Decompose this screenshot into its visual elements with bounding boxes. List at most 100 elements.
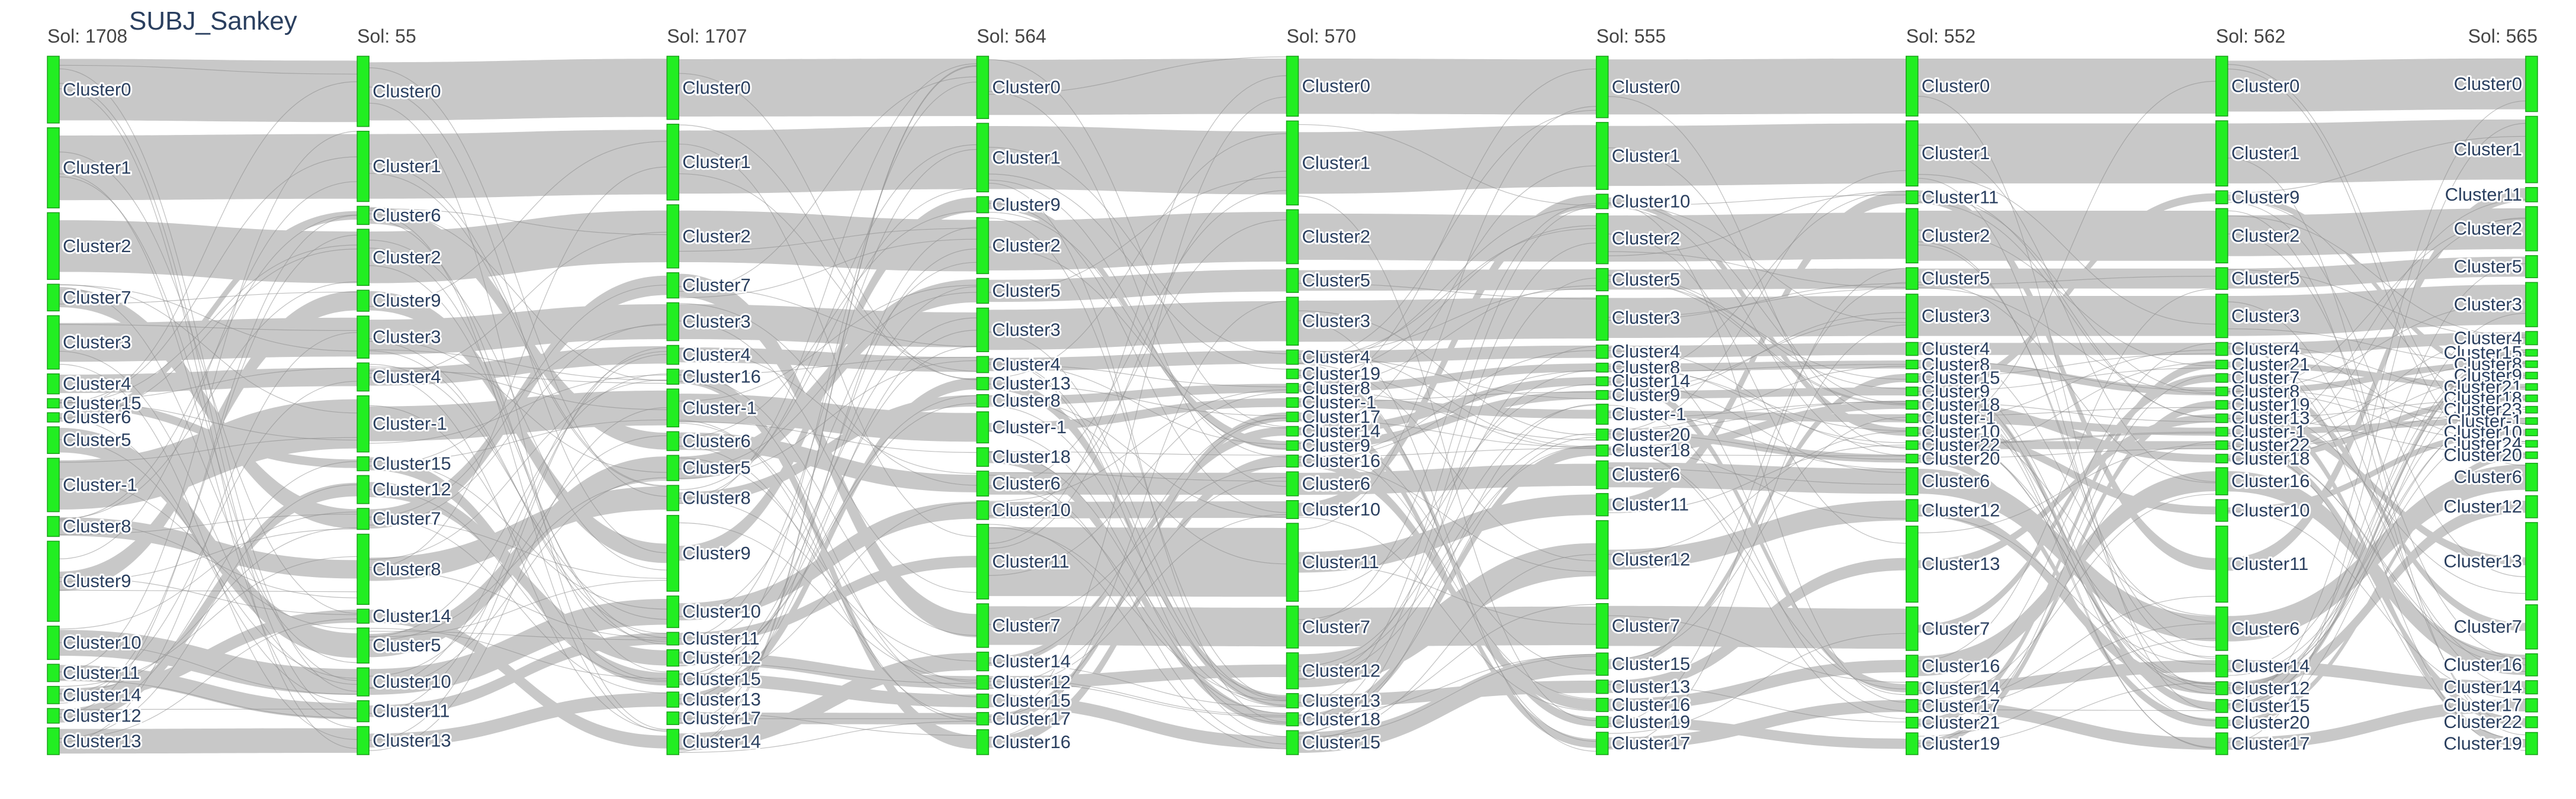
cluster-node-cluster0[interactable] <box>47 56 60 124</box>
cluster-node-cluster5[interactable] <box>47 426 60 455</box>
cluster-node-cluster12[interactable] <box>47 708 60 724</box>
cluster-node-cluster9[interactable] <box>1906 386 1919 397</box>
cluster-node-cluster0[interactable] <box>976 56 990 120</box>
cluster-node-cluster3[interactable] <box>1286 297 1299 346</box>
cluster-node-cluster-1[interactable] <box>2215 427 2228 437</box>
cluster-node-cluster5[interactable] <box>356 627 370 664</box>
cluster-node-cluster24[interactable] <box>2525 440 2538 448</box>
cluster-node-cluster6[interactable] <box>1286 471 1299 497</box>
cluster-node-cluster18[interactable] <box>1595 444 1609 457</box>
cluster-node-cluster8[interactable] <box>47 516 60 537</box>
cluster-node-cluster4[interactable] <box>1286 349 1299 365</box>
cluster-node-cluster5[interactable] <box>1906 267 1919 290</box>
cluster-node-cluster5[interactable] <box>2525 255 2538 279</box>
cluster-node-cluster1[interactable] <box>47 127 60 209</box>
cluster-node-cluster2[interactable] <box>356 228 370 286</box>
cluster-node-cluster9[interactable] <box>2215 190 2228 205</box>
cluster-node-cluster8[interactable] <box>976 394 990 408</box>
cluster-node-cluster19[interactable] <box>2215 400 2228 410</box>
cluster-node-cluster15[interactable] <box>1595 652 1609 676</box>
cluster-node-cluster7[interactable] <box>47 283 60 312</box>
cluster-node-cluster14[interactable] <box>976 652 990 672</box>
cluster-node-cluster3[interactable] <box>47 315 60 370</box>
cluster-node-cluster4[interactable] <box>976 356 990 373</box>
cluster-node-cluster8[interactable] <box>2525 360 2538 368</box>
cluster-node-cluster22[interactable] <box>2525 716 2538 729</box>
cluster-node-cluster10[interactable] <box>976 500 990 520</box>
cluster-node-cluster12[interactable] <box>2525 495 2538 518</box>
cluster-node-cluster17[interactable] <box>666 711 679 726</box>
cluster-node-cluster6[interactable] <box>1595 460 1609 489</box>
cluster-node-cluster-1[interactable] <box>1286 397 1299 408</box>
cluster-node-cluster18[interactable] <box>1906 400 1919 410</box>
cluster-node-cluster4[interactable] <box>666 344 679 365</box>
cluster-node-cluster4[interactable] <box>1595 344 1609 359</box>
cluster-node-cluster16[interactable] <box>976 729 990 755</box>
cluster-node-cluster11[interactable] <box>976 523 990 600</box>
cluster-node-cluster8[interactable] <box>666 485 679 511</box>
cluster-node-cluster12[interactable] <box>666 649 679 667</box>
cluster-node-cluster6[interactable] <box>2525 462 2538 492</box>
cluster-node-cluster0[interactable] <box>356 56 370 127</box>
cluster-node-cluster13[interactable] <box>47 727 60 755</box>
cluster-node-cluster20[interactable] <box>2525 451 2538 459</box>
cluster-node-cluster10[interactable] <box>1595 194 1609 210</box>
cluster-node-cluster1[interactable] <box>2215 120 2228 187</box>
cluster-node-cluster9[interactable] <box>356 289 370 312</box>
cluster-node-cluster1[interactable] <box>976 123 990 192</box>
cluster-node-cluster9[interactable] <box>976 196 990 214</box>
cluster-node-cluster12[interactable] <box>976 675 990 690</box>
cluster-node-cluster15[interactable] <box>1286 730 1299 755</box>
cluster-node-cluster19[interactable] <box>1595 716 1609 728</box>
cluster-node-cluster11[interactable] <box>1286 523 1299 602</box>
cluster-node-cluster21[interactable] <box>1906 717 1919 729</box>
cluster-node-cluster15[interactable] <box>2215 699 2228 713</box>
cluster-node-cluster1[interactable] <box>356 130 370 202</box>
cluster-node-cluster15[interactable] <box>2525 349 2538 357</box>
cluster-node-cluster0[interactable] <box>666 56 679 120</box>
cluster-node-cluster-1[interactable] <box>666 388 679 428</box>
cluster-node-cluster1[interactable] <box>1906 120 1919 187</box>
cluster-node-cluster14[interactable] <box>2215 655 2228 678</box>
cluster-node-cluster16[interactable] <box>1906 655 1919 678</box>
cluster-node-cluster20[interactable] <box>2215 717 2228 729</box>
cluster-node-cluster18[interactable] <box>976 447 990 467</box>
cluster-node-cluster5[interactable] <box>1286 268 1299 293</box>
cluster-node-cluster3[interactable] <box>2215 294 2228 339</box>
cluster-node-cluster-1[interactable] <box>1906 413 1919 423</box>
cluster-node-cluster10[interactable] <box>1286 500 1299 519</box>
cluster-node-cluster8[interactable] <box>356 533 370 605</box>
cluster-node-cluster-1[interactable] <box>2525 417 2538 425</box>
cluster-node-cluster8[interactable] <box>1286 383 1299 394</box>
cluster-node-cluster9[interactable] <box>666 515 679 592</box>
cluster-node-cluster16[interactable] <box>666 368 679 385</box>
cluster-node-cluster2[interactable] <box>2525 206 2538 252</box>
cluster-node-cluster1[interactable] <box>2525 115 2538 183</box>
cluster-node-cluster11[interactable] <box>666 632 679 646</box>
cluster-node-cluster14[interactable] <box>1286 426 1299 437</box>
cluster-node-cluster3[interactable] <box>1595 295 1609 341</box>
cluster-node-cluster19[interactable] <box>2525 732 2538 755</box>
cluster-node-cluster5[interactable] <box>1595 268 1609 292</box>
cluster-node-cluster9[interactable] <box>47 540 60 622</box>
cluster-node-cluster6[interactable] <box>356 205 370 225</box>
cluster-node-cluster5[interactable] <box>2215 267 2228 290</box>
cluster-node-cluster4[interactable] <box>47 373 60 395</box>
cluster-node-cluster13[interactable] <box>2525 522 2538 601</box>
cluster-node-cluster11[interactable] <box>356 700 370 723</box>
cluster-node-cluster0[interactable] <box>1906 56 1919 117</box>
cluster-node-cluster4[interactable] <box>356 362 370 392</box>
cluster-node-cluster16[interactable] <box>2215 467 2228 495</box>
cluster-node-cluster13[interactable] <box>1906 526 1919 603</box>
cluster-node-cluster17[interactable] <box>2215 732 2228 755</box>
cluster-node-cluster0[interactable] <box>1595 56 1609 118</box>
cluster-node-cluster9[interactable] <box>2525 372 2538 379</box>
cluster-node-cluster-1[interactable] <box>356 395 370 453</box>
cluster-node-cluster17[interactable] <box>1286 411 1299 423</box>
cluster-node-cluster13[interactable] <box>2215 413 2228 423</box>
cluster-node-cluster16[interactable] <box>2525 653 2538 676</box>
cluster-node-cluster12[interactable] <box>2215 681 2228 695</box>
cluster-node-cluster12[interactable] <box>1595 520 1609 600</box>
cluster-node-cluster14[interactable] <box>666 729 679 755</box>
cluster-node-cluster13[interactable] <box>976 376 990 391</box>
